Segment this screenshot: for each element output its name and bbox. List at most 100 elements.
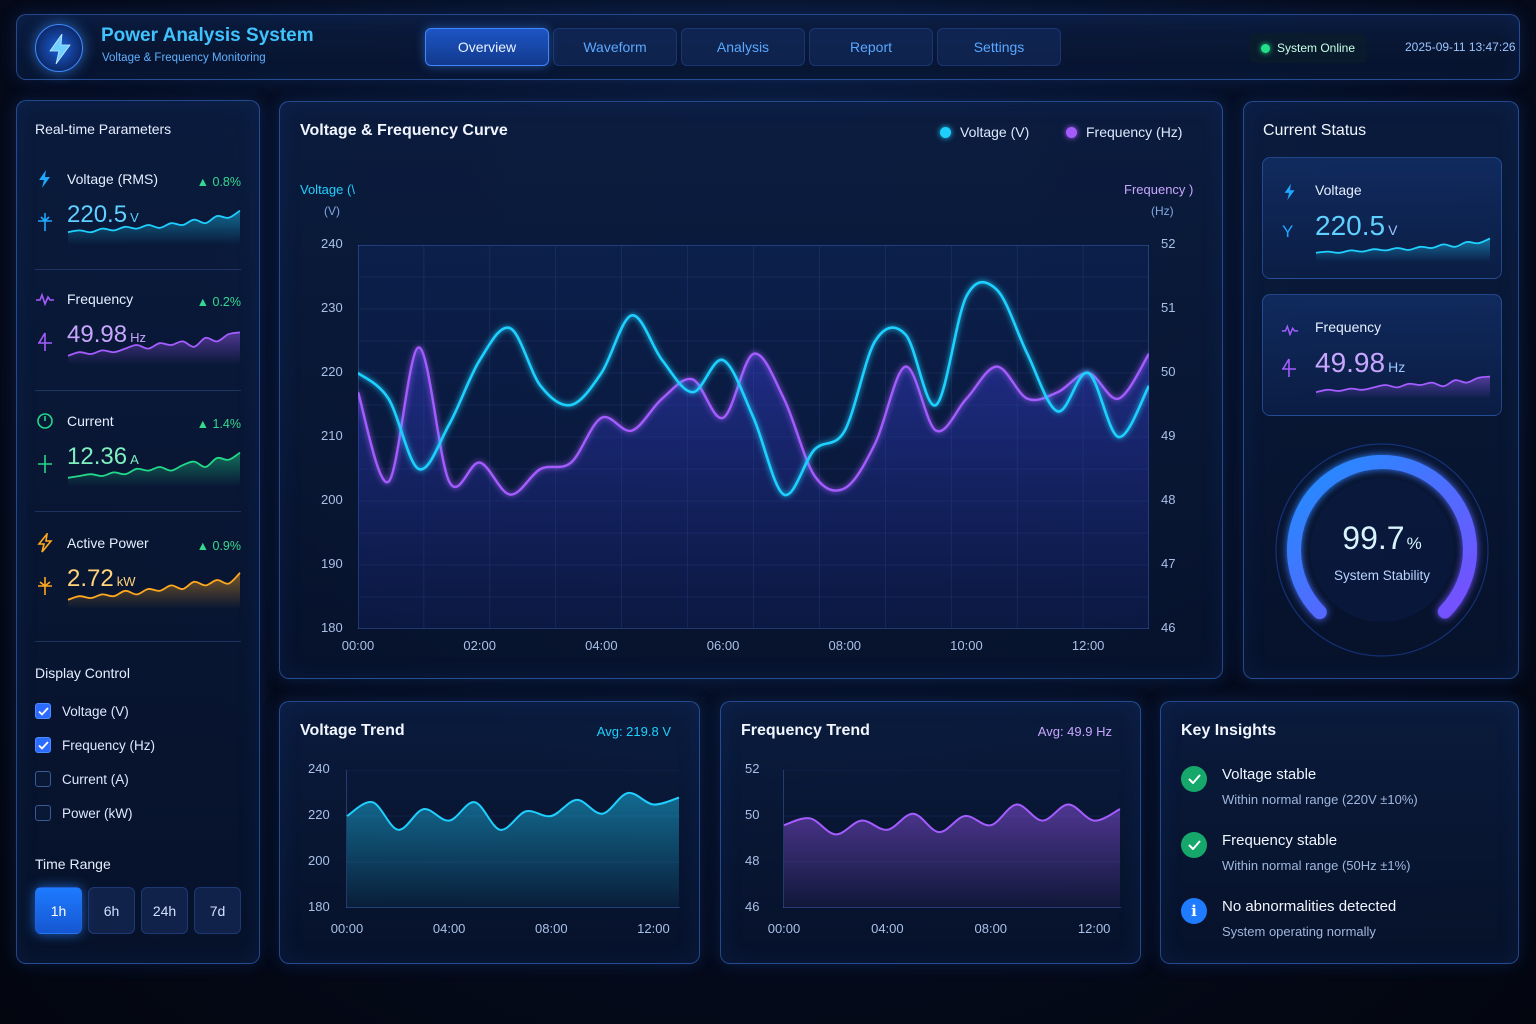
voltage-series-line (358, 280, 1149, 497)
param-frequency: Frequency ▲ 0.2% 49.98 Hz (35, 281, 241, 391)
status-text: System Online (1277, 41, 1356, 55)
right-tick-label: 48 (1161, 492, 1176, 507)
frequency-trend-chart[interactable] (783, 770, 1121, 908)
main-nav: Overview Waveform Analysis Report Settin… (425, 28, 1061, 66)
chart-title: Voltage & Frequency Curve (300, 122, 508, 139)
checkbox-power[interactable]: Power (kW) (35, 805, 133, 821)
param-change: ▲ 1.4% (196, 417, 241, 431)
divider (35, 269, 241, 270)
checkbox-voltage[interactable]: Voltage (V) (35, 703, 129, 719)
range-6h-button[interactable]: 6h (88, 887, 135, 934)
x-tick-label: 08:00 (828, 638, 862, 653)
gauge-inner-disc (1310, 478, 1454, 622)
insight-title: Frequency stable (1222, 832, 1338, 849)
panel-title: Real-time Parameters (35, 121, 172, 137)
right-tick-label: 52 (1161, 236, 1176, 251)
main-chart-plot[interactable] (358, 245, 1149, 629)
legend-frequency[interactable]: Frequency (Hz) (1066, 124, 1182, 140)
param-value: 12.36 A (67, 443, 139, 470)
divider (35, 511, 241, 512)
right-tick-label: 47 (1161, 556, 1176, 571)
x-tick-label: 04:00 (871, 921, 904, 936)
x-tick-label: 08:00 (974, 921, 1008, 936)
checkbox-unchecked-icon[interactable] (35, 771, 51, 787)
insight-sub: System operating normally (1222, 924, 1376, 939)
power-sparkline (67, 572, 241, 609)
x-tick-label: 02:00 (463, 638, 496, 653)
voltage-trend-chart[interactable] (346, 770, 680, 908)
tab-analysis[interactable]: Analysis (681, 28, 805, 66)
left-axis-unit: (V) (324, 204, 340, 218)
right-tick-label: 51 (1161, 300, 1176, 315)
legend-label: Frequency (Hz) (1086, 124, 1183, 140)
trend-area (347, 792, 679, 908)
frequency-trend-title: Frequency Trend (741, 722, 870, 739)
tab-report[interactable]: Report (809, 28, 933, 66)
legend-dot-icon (940, 126, 951, 138)
insight-sub: Within normal range (50Hz ±1%) (1222, 858, 1411, 873)
param-value: 2.72 kW (67, 565, 136, 592)
sparkline-line (1315, 375, 1491, 394)
power-bolt-icon (37, 533, 53, 553)
y-tick-label: 200 (308, 853, 330, 868)
frequency-symbol-icon (38, 332, 52, 351)
time-range-title: Time Range (35, 856, 111, 872)
tab-settings[interactable]: Settings (937, 28, 1061, 66)
x-tick-label: 04:00 (432, 921, 466, 936)
frequency-symbol-icon (1282, 358, 1296, 377)
right-tick-label: 46 (1161, 620, 1176, 635)
x-tick-label: 04:00 (585, 638, 618, 653)
checkbox-frequency[interactable]: Frequency (Hz) (35, 737, 155, 753)
gauge-outer-ring (1275, 443, 1489, 657)
sparkline-line (67, 209, 241, 234)
system-status: System Online (1249, 33, 1368, 63)
x-tick-label: 12:00 (1077, 921, 1111, 936)
divider (35, 390, 241, 391)
right-tick-label: 50 (1161, 364, 1176, 379)
param-voltage: Voltage (RMS) ▲ 0.8% 220.5 V (35, 161, 241, 271)
x-tick-label: 00:00 (767, 921, 801, 936)
range-24h-button[interactable]: 24h (141, 887, 188, 934)
datetime: 2025-09-11 13:47:26 (1405, 40, 1516, 54)
x-tick-label: 08:00 (535, 921, 568, 936)
left-tick-label: 190 (321, 556, 343, 571)
checkbox-label: Power (kW) (62, 805, 133, 821)
checkbox-checked-icon[interactable] (35, 737, 51, 753)
checkbox-unchecked-icon[interactable] (35, 805, 51, 821)
sparkline-area (1316, 376, 1490, 399)
left-tick-label: 220 (321, 364, 343, 379)
sparkline-area (1316, 238, 1490, 262)
trend-line (346, 791, 680, 831)
checkbox-label: Frequency (Hz) (62, 737, 156, 753)
pulse-icon (1281, 324, 1299, 337)
param-value: 220.5 V (67, 201, 139, 228)
frequency-series-line (358, 346, 1149, 496)
param-value: 49.98 Hz (67, 321, 146, 348)
right-axis-unit: (Hz) (1151, 204, 1174, 218)
x-tick-label: 00:00 (341, 638, 375, 653)
tab-overview[interactable]: Overview (425, 28, 549, 66)
legend-voltage[interactable]: Voltage (V) (940, 124, 1029, 140)
sparkline-area (68, 572, 240, 609)
range-1h-button[interactable]: 1h (35, 887, 82, 934)
frequency-sparkline (67, 331, 241, 365)
sparkline-line (67, 331, 241, 357)
param-change: ▲ 0.9% (196, 539, 241, 553)
x-tick-label: 10:00 (950, 638, 983, 653)
checkbox-current[interactable]: Current (A) (35, 771, 129, 787)
app-subtitle: Voltage & Frequency Monitoring (102, 52, 266, 64)
frequency-trend-panel: Frequency Trend Avg: 49.9 Hz 52 50 48 46 00:… (720, 701, 1141, 964)
param-label: Voltage (RMS) (67, 171, 159, 187)
checkbox-checked-icon[interactable] (35, 703, 51, 719)
realtime-parameters-panel: Real-time Parameters Voltage (RMS) ▲ 0.8… (16, 100, 260, 964)
range-7d-button[interactable]: 7d (194, 887, 241, 934)
legend-label: Voltage (V) (960, 124, 1030, 140)
bolt-icon (1284, 183, 1295, 201)
divider (35, 641, 241, 642)
trend-line (783, 803, 1121, 836)
insights-title: Key Insights (1181, 722, 1277, 739)
logo (35, 24, 83, 72)
stat-label: Voltage (1315, 182, 1362, 198)
bolt-logo-icon (49, 34, 71, 64)
tab-waveform[interactable]: Waveform (553, 28, 677, 66)
